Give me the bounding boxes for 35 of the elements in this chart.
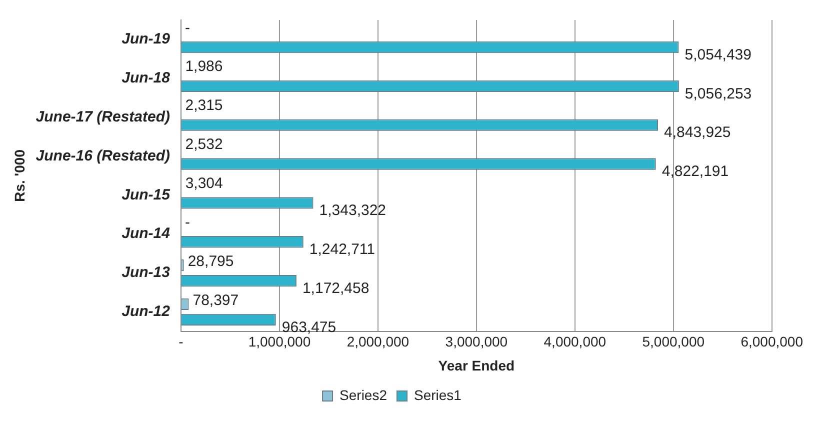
data-label: 1,242,711	[309, 241, 376, 258]
x-tick-label: -	[178, 334, 184, 350]
x-tick-label: 2,000,000	[346, 334, 410, 350]
x-axis-title: Year Ended	[438, 357, 515, 374]
y-axis-title: Rs. '000	[11, 149, 28, 202]
y-tick-label: Jun-19	[122, 30, 171, 48]
x-tick-label: 4,000,000	[544, 334, 606, 350]
data-label: 1,343,322	[319, 202, 386, 220]
data-label: 4,822,191	[662, 163, 729, 180]
x-tick-label: 3,000,000	[445, 334, 508, 350]
x-tick-label: 5,000,000	[642, 334, 705, 350]
data-label: 78,397	[192, 292, 239, 309]
y-tick-label: June-16 (Restated)	[36, 147, 170, 164]
data-label: 4,843,925	[664, 124, 731, 142]
y-tick-label: Jun-18	[122, 70, 171, 87]
legend-label: Series2	[340, 386, 388, 403]
y-tick-label: June-17 (Restated)	[36, 108, 170, 126]
data-label: 5,056,253	[684, 85, 752, 102]
data-label: -	[185, 214, 190, 231]
y-tick-label: Jun-15	[122, 186, 171, 204]
x-tick-label: 1,000,000	[248, 334, 311, 350]
data-label: 2,532	[185, 136, 223, 154]
x-tick-label: 6,000,000	[740, 334, 804, 350]
y-tick-label: Jun-13	[122, 264, 171, 282]
data-label: 5,054,439	[684, 46, 752, 64]
data-label: 1,172,458	[302, 280, 370, 297]
y-tick-label: Jun-14	[122, 225, 171, 242]
data-label: 2,315	[185, 97, 223, 114]
data-label: -	[185, 19, 190, 36]
data-label: 28,795	[188, 252, 234, 270]
data-label: 3,304	[185, 175, 223, 192]
y-tick-label: Jun-12	[122, 303, 171, 320]
data-label: 1,986	[185, 58, 223, 76]
data-label: 963,475	[282, 318, 336, 336]
legend-label: Series1	[414, 386, 462, 403]
